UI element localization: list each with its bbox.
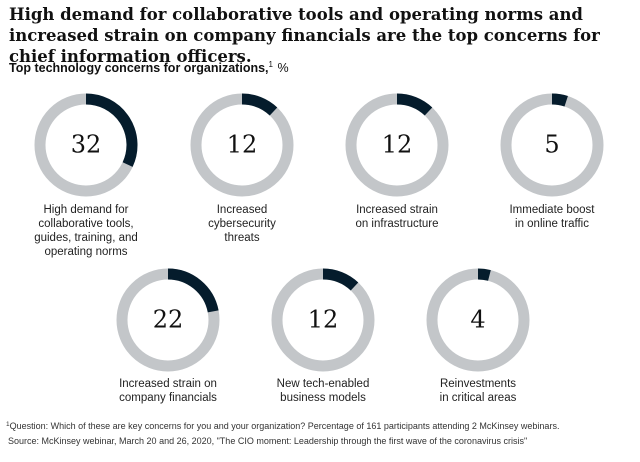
donut-chart-4: 5	[500, 93, 604, 197]
category-label: Immediate boost in online traffic	[509, 204, 595, 230]
subtitle-unit: %	[277, 61, 289, 75]
donut-value-label: 32	[71, 131, 102, 159]
donut-chart-7: 4	[426, 268, 530, 372]
chart-subtitle: Top technology concerns for organization…	[9, 60, 289, 75]
donut-chart-5: 22	[116, 268, 220, 372]
chart-title: High demand for collaborative tools and …	[9, 5, 600, 66]
category-label: High demand for collaborative tools, guide…	[34, 204, 138, 258]
donut-value-arc	[167, 268, 219, 313]
footnote: 1Question: Which of these are key concer…	[6, 419, 634, 432]
donut-chart-6: 12	[271, 268, 375, 372]
donut-chart-1: 32	[34, 93, 138, 197]
donut-charts: 32 12 12 5 22 12 4	[34, 93, 604, 372]
donut-chart-3: 12	[345, 93, 449, 197]
subtitle-text: Top technology concerns for organization…	[9, 61, 269, 75]
donut-value-label: 5	[544, 131, 559, 159]
footnote-marker: 1	[6, 421, 10, 428]
donut-value-arc	[241, 93, 278, 116]
category-label: Increased cybersecurity threats	[208, 204, 276, 244]
donut-value-arc	[477, 268, 491, 281]
donut-value-arc	[396, 93, 433, 116]
category-label: Increased strain on infrastructure	[355, 204, 439, 230]
donut-value-label: 4	[470, 306, 485, 334]
donut-value-label: 22	[153, 306, 184, 334]
category-label: Increased strain on company financials	[119, 378, 217, 404]
donut-chart-2: 12	[190, 93, 294, 197]
donut-value-arc	[322, 268, 359, 291]
category-label: New tech-enabled business models	[276, 378, 370, 404]
donut-value-label: 12	[227, 131, 258, 159]
donut-value-label: 12	[308, 306, 339, 334]
source-note: Source: McKinsey webinar, March 20 and 2…	[8, 436, 528, 446]
subtitle-footnote-marker: 1	[268, 60, 273, 69]
category-label: Reinvestments in critical areas	[439, 378, 517, 404]
donut-value-arc	[85, 93, 138, 167]
donut-value-label: 12	[382, 131, 413, 159]
footnote-text: Question: Which of these are key concern…	[9, 421, 560, 431]
donut-value-arc	[551, 93, 568, 107]
